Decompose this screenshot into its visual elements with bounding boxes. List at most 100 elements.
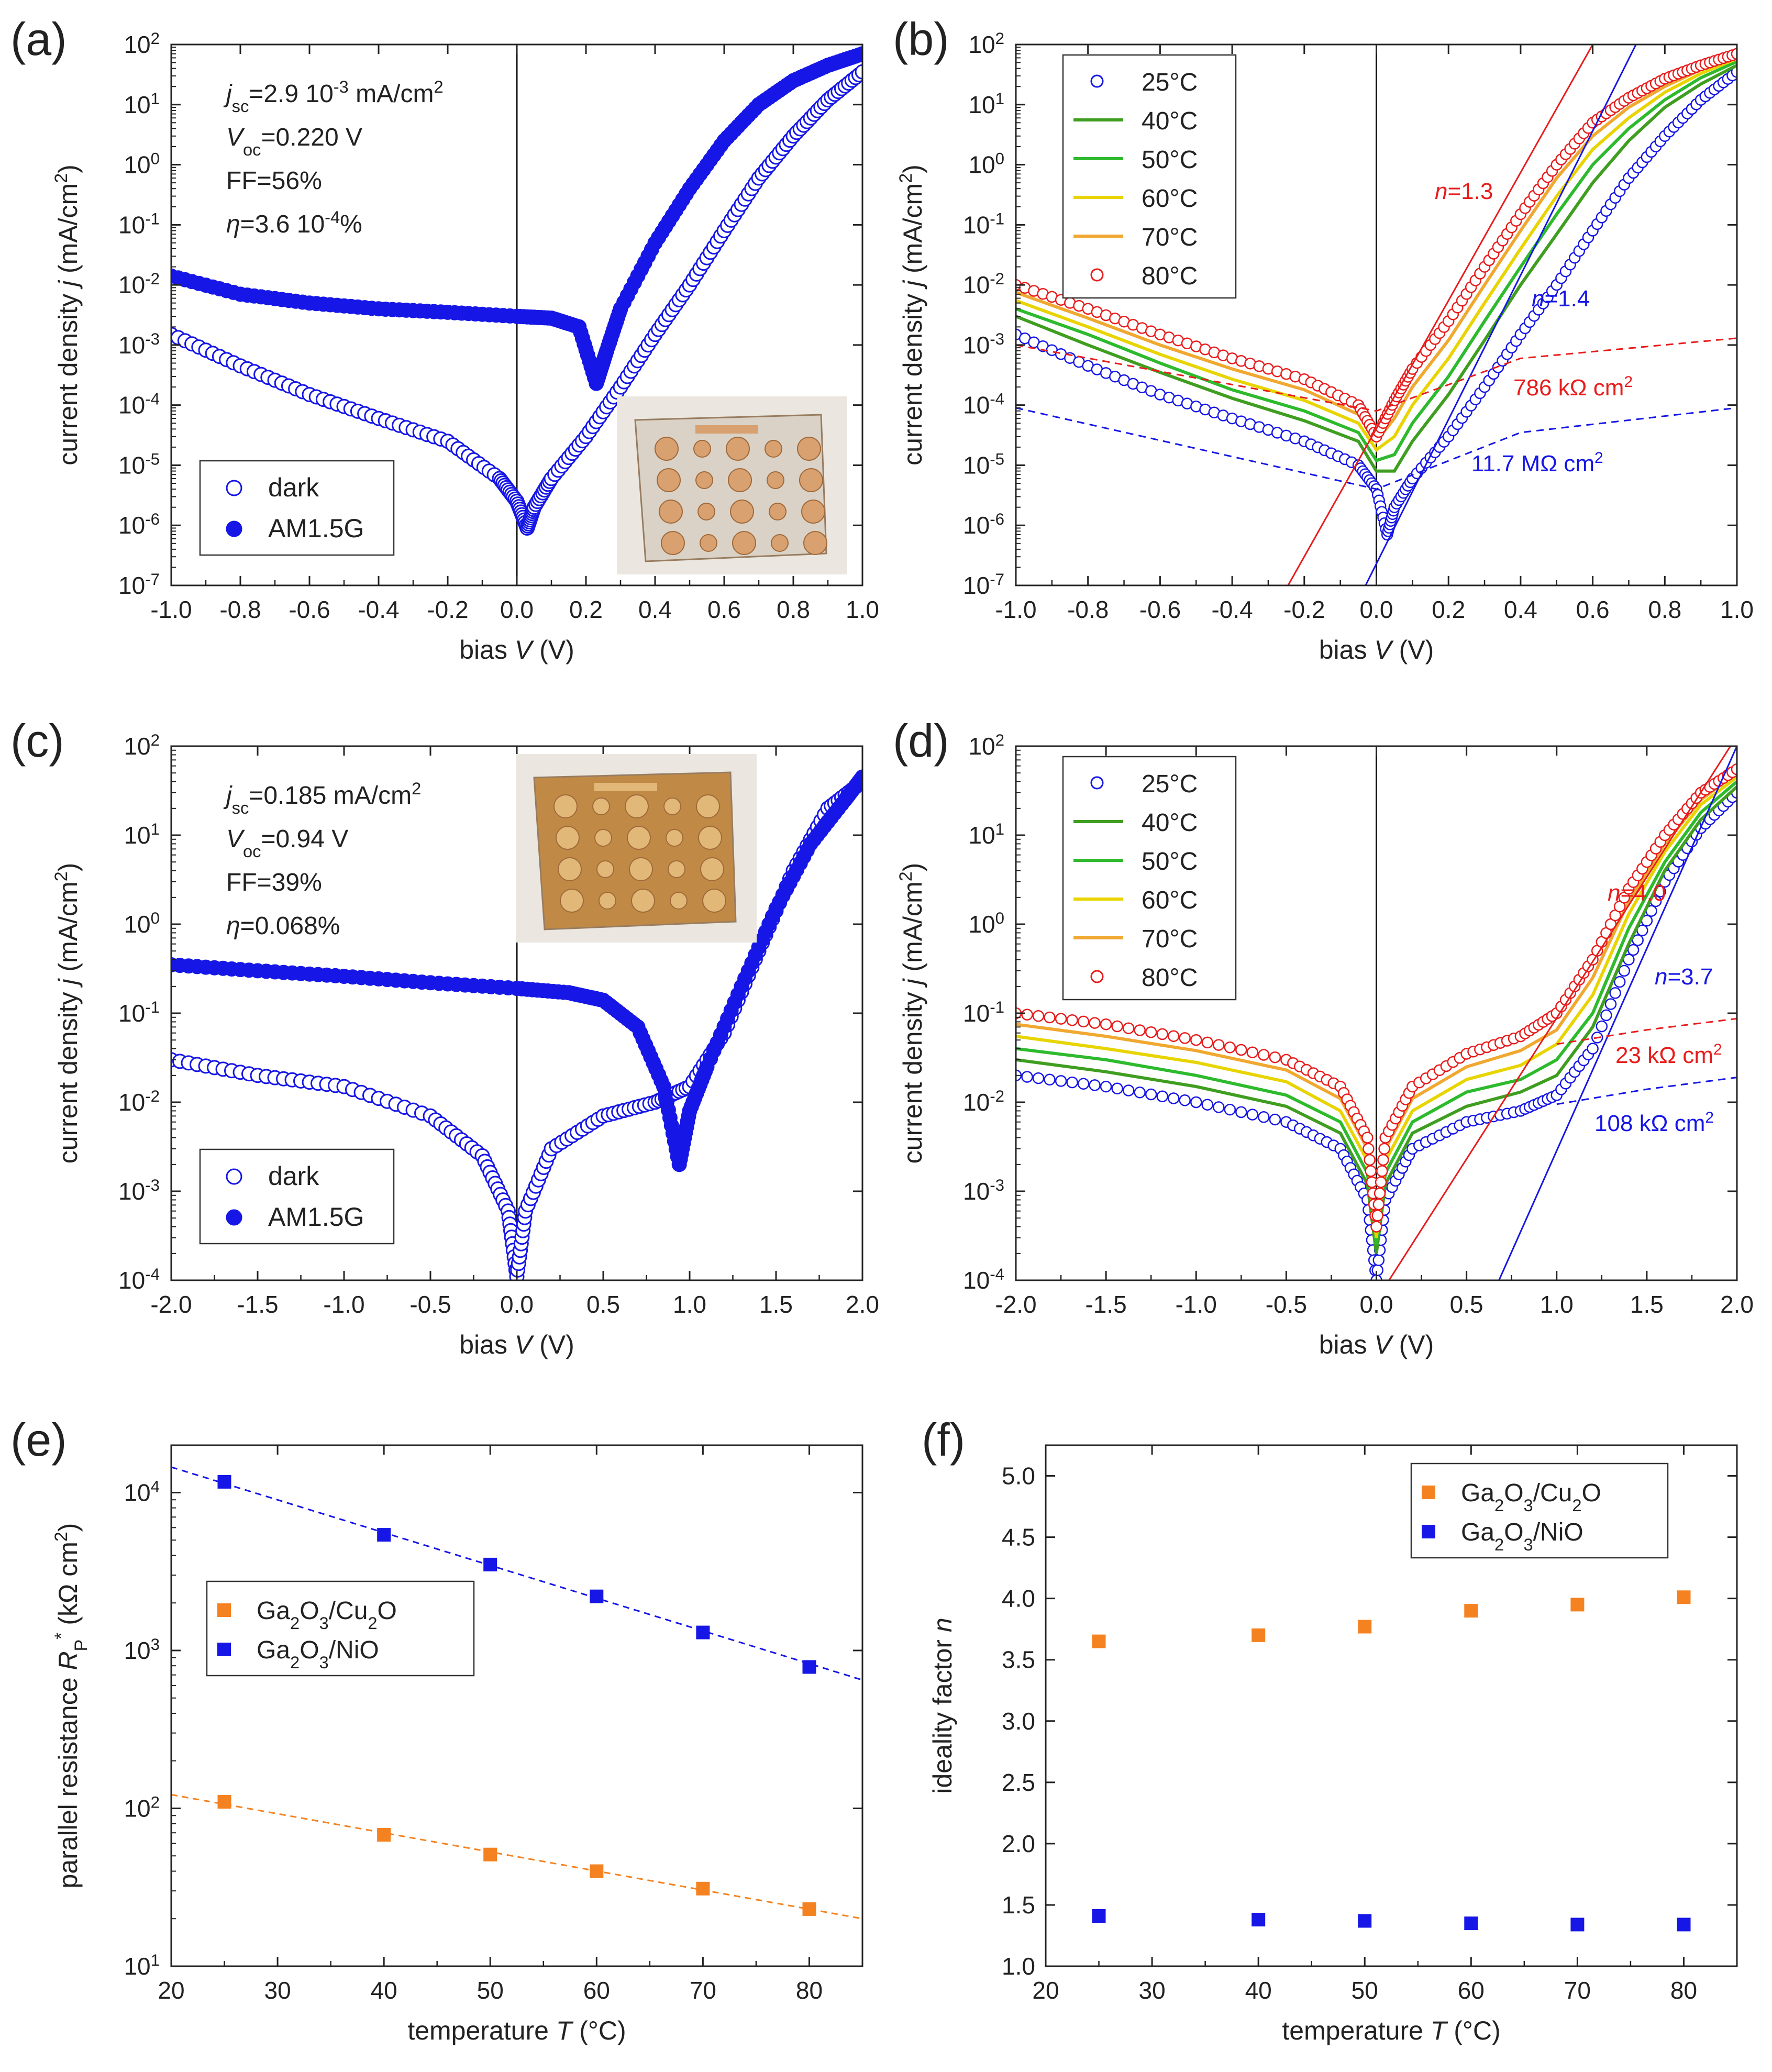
data-point [1111, 1020, 1123, 1033]
x-tick-label: -0.5 [409, 1291, 451, 1318]
x-tick-label-part: 20 [1032, 1977, 1059, 2004]
data-point [1055, 1075, 1067, 1087]
photo-contact-bar [594, 783, 657, 791]
data-point [1374, 1187, 1386, 1200]
y-tick-label-part: 2 [151, 29, 160, 48]
panel-f: 20 30 40 50 60 70 80 1.0 1.5 2.0 2.5 3.0 3.5 4.0 4.5 5.… [922, 1414, 1738, 2045]
y-axis-label-part: 2 [51, 871, 71, 881]
data-point [1077, 1015, 1090, 1028]
data-layer [1016, 746, 1737, 1280]
x-tick-label: -1.0 [150, 596, 192, 623]
annotation-eta-part: =0.068% [240, 912, 340, 940]
y-tick-label: 10-5 [118, 450, 160, 479]
fit-line-n=4.0 fit [1388, 746, 1732, 1280]
x-tick-label: 1.5 [1630, 1291, 1664, 1318]
legend-label: 70°C [1142, 224, 1198, 251]
data-point [1370, 1221, 1382, 1233]
y-tick-label-part: 10 [124, 31, 150, 58]
legend-label-part: 2 [290, 1653, 300, 1672]
y-tick-label-part: 10 [124, 1637, 150, 1664]
annotation-r-red-part: 2 [1624, 373, 1633, 391]
legend-label-part: Ga [1461, 1479, 1494, 1507]
photo-contact-pad [700, 534, 717, 552]
annotation-eta-part: η [226, 912, 240, 940]
x-tick-label: 1.0 [673, 1291, 706, 1318]
y-tick-label-part: -6 [990, 510, 1004, 528]
fit-line-11.7 MΩ cm2 fit [1016, 407, 1737, 490]
y-tick-label-part: 10 [968, 151, 995, 179]
y-tick-label: 2.0 [1002, 1830, 1035, 1857]
legend-label: dark [268, 473, 319, 502]
x-tick-label: 0.4 [1504, 596, 1537, 623]
y-tick-label-part: -4 [145, 1265, 160, 1283]
data-point-Ga2O3/Cu2O [1570, 1598, 1585, 1612]
y-tick-label: 3.0 [1002, 1708, 1035, 1735]
y-tick-label-part: 10 [118, 451, 145, 479]
legend-label-part: O [300, 1597, 319, 1625]
y-tick-label-part: 10 [124, 1794, 150, 1822]
photo-contact-pad [631, 889, 655, 913]
data-point [1371, 1210, 1383, 1222]
photo-substrate [533, 771, 737, 930]
y-tick-label-part: 0 [151, 909, 160, 927]
x-tick-label-part: 1.0 [1540, 1291, 1574, 1318]
y-tick-label-part: 3.0 [1002, 1708, 1035, 1735]
annotation-jsc-part: sc [232, 96, 249, 116]
x-tick-label: 50 [477, 1977, 504, 2004]
data-point-dark [855, 64, 862, 80]
panel-a: -1.0 -0.8 -0.6 -0.4 -0.2 0.0 0.2 0.4 0.6 0.8 1.010… [10, 13, 879, 664]
data-layer [1016, 45, 1737, 585]
x-axis-label: bias V (V) [459, 1330, 574, 1359]
y-tick-label: 101 [124, 1951, 160, 1980]
annotation-jsc: jsc=2.9 10-3 mA/cm2 [223, 77, 444, 116]
y-axis-label-part: n [928, 1617, 957, 1632]
legend-label-part: 40°C [1142, 809, 1198, 837]
x-tick-label: 60 [583, 1977, 610, 2004]
y-tick-label-part: 1 [995, 89, 1004, 107]
photo-contact-pad [629, 857, 653, 881]
legend-label-part: O [300, 1636, 319, 1664]
y-tick-label-part: -4 [145, 390, 160, 408]
panel-label: (a) [10, 13, 67, 65]
x-tick-label-part: 80 [796, 1977, 823, 2004]
legend-label-part: /Cu [1533, 1479, 1572, 1507]
photo-contact-pad [599, 892, 616, 910]
x-tick-label: -0.4 [1211, 596, 1253, 623]
x-tick-label-part: 1.0 [673, 1291, 706, 1318]
x-tick-label-part: -1.5 [237, 1291, 278, 1318]
data-point-Ga2O3/NiO [1252, 1913, 1266, 1926]
legend-label: AM1.5G [268, 514, 364, 543]
y-tick-label: 10-4 [118, 390, 160, 419]
plot-frame [1045, 1444, 1738, 1967]
x-tick-label-part: 0.0 [500, 1291, 534, 1318]
legend-label-part: 60°C [1142, 185, 1198, 213]
legend-label-part: 2 [1572, 1495, 1581, 1515]
fit-line-108 kΩ cm2 fit [1556, 1077, 1737, 1105]
data-point [1375, 1176, 1387, 1188]
series-line-50°C [1016, 780, 1737, 1245]
y-tick-label-part: -7 [990, 570, 1004, 589]
photo-contact-pad [594, 829, 612, 847]
legend-marker [1090, 776, 1104, 790]
y-tick-label-part: 10 [124, 1953, 150, 1980]
y-tick-label-part: 1.5 [1002, 1891, 1035, 1919]
annotation-r-red-part: 23 kΩ cm [1615, 1043, 1713, 1068]
y-tick-label: 10-3 [118, 329, 160, 359]
y-axis-label-part: * [51, 1633, 71, 1639]
y-tick-label: 101 [124, 89, 160, 118]
data-point-Ga2O3/Cu2O [1252, 1628, 1266, 1642]
data-point [1077, 1078, 1090, 1090]
x-tick-label-part: 0.5 [1450, 1291, 1483, 1318]
annotation-jsc-part: mA/cm [349, 80, 434, 108]
series-line-70°C [1016, 771, 1737, 1232]
y-tick-label-part: 10 [963, 331, 990, 359]
legend-label-part: dark [268, 473, 319, 502]
data-point-Ga2O3/Cu2O [1092, 1634, 1106, 1648]
annotation-r-red: 23 kΩ cm2 [1615, 1041, 1722, 1069]
y-tick-label-part: -3 [145, 329, 160, 348]
x-axis-label: bias V (V) [1319, 1330, 1434, 1359]
panel-b: -1.0 -0.8 -0.6 -0.4 -0.2 0.0 0.2 0.4 0.6 0.8 1.010… [893, 13, 1754, 664]
data-point-AM1.5G [855, 46, 862, 62]
y-tick-label-part: 10 [963, 572, 990, 599]
legend-label-part: 25°C [1142, 770, 1198, 798]
